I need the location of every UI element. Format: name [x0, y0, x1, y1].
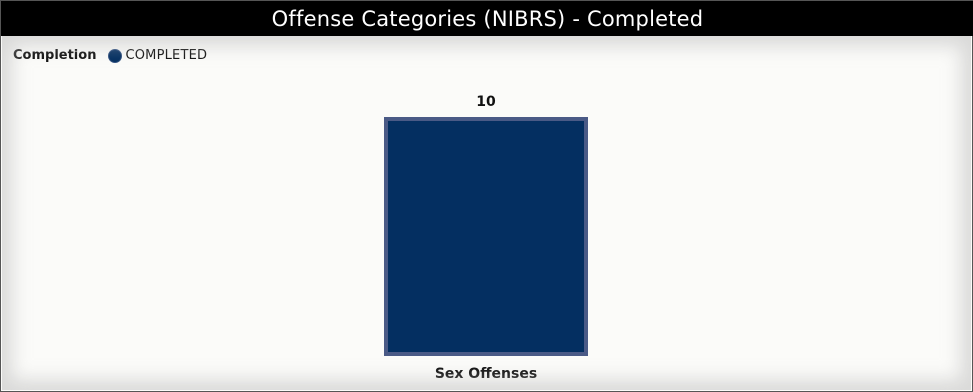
legend-title: Completion: [13, 48, 97, 63]
title-bar: Offense Categories (NIBRS) - Completed: [1, 1, 973, 36]
data-label: 10: [476, 94, 496, 110]
legend-label-completed: COMPLETED: [125, 48, 208, 63]
bar-sex-offenses[interactable]: [384, 117, 588, 356]
legend[interactable]: Completion COMPLETED: [13, 48, 207, 63]
chart-title: Offense Categories (NIBRS) - Completed: [271, 6, 704, 31]
bar-chart-plot: 10 Sex Offenses: [384, 94, 588, 382]
x-tick-label: Sex Offenses: [435, 366, 537, 382]
legend-marker-completed: [108, 48, 123, 63]
